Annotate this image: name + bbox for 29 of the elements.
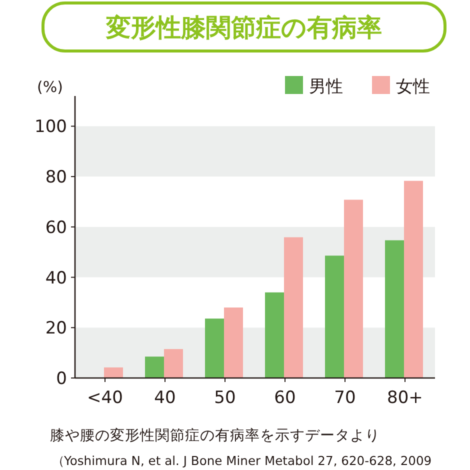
- bar: [205, 318, 224, 378]
- bar: [325, 256, 344, 378]
- y-tick-label: 0: [56, 369, 67, 389]
- x-tick-label: 80+: [387, 388, 423, 408]
- text: （Yoshimura N, et al. J Bone Miner Metabol 27, 620-628, 2009: [52, 454, 432, 468]
- bar: [164, 349, 183, 378]
- bar: [265, 292, 284, 378]
- bar: [104, 367, 123, 378]
- legend-label: 男性: [309, 77, 343, 97]
- legend-label: 女性: [396, 77, 430, 97]
- bar: [145, 356, 164, 378]
- y-tick-label: 60: [45, 218, 67, 238]
- bar: [224, 308, 243, 378]
- y-tick-label: 40: [45, 268, 67, 288]
- x-tick-label: 70: [334, 388, 356, 408]
- y-axis-title: (%): [37, 78, 63, 96]
- bar: [284, 237, 303, 378]
- x-tick-label: <40: [87, 388, 123, 408]
- x-tick-label: 60: [274, 388, 296, 408]
- bar: [344, 200, 363, 378]
- y-tick-label: 100: [34, 117, 67, 138]
- y-tick-label: 20: [45, 318, 67, 339]
- x-tick-label: 40: [154, 388, 176, 408]
- bar: [404, 180, 423, 378]
- bar: [385, 240, 404, 378]
- text: 膝や腰の変形性関節症の有病率を示すデータより: [50, 427, 380, 444]
- x-tick-label: 50: [214, 388, 236, 408]
- y-tick-label: 80: [45, 168, 67, 188]
- chart-title: 変形性膝関節症の有病率: [105, 13, 382, 42]
